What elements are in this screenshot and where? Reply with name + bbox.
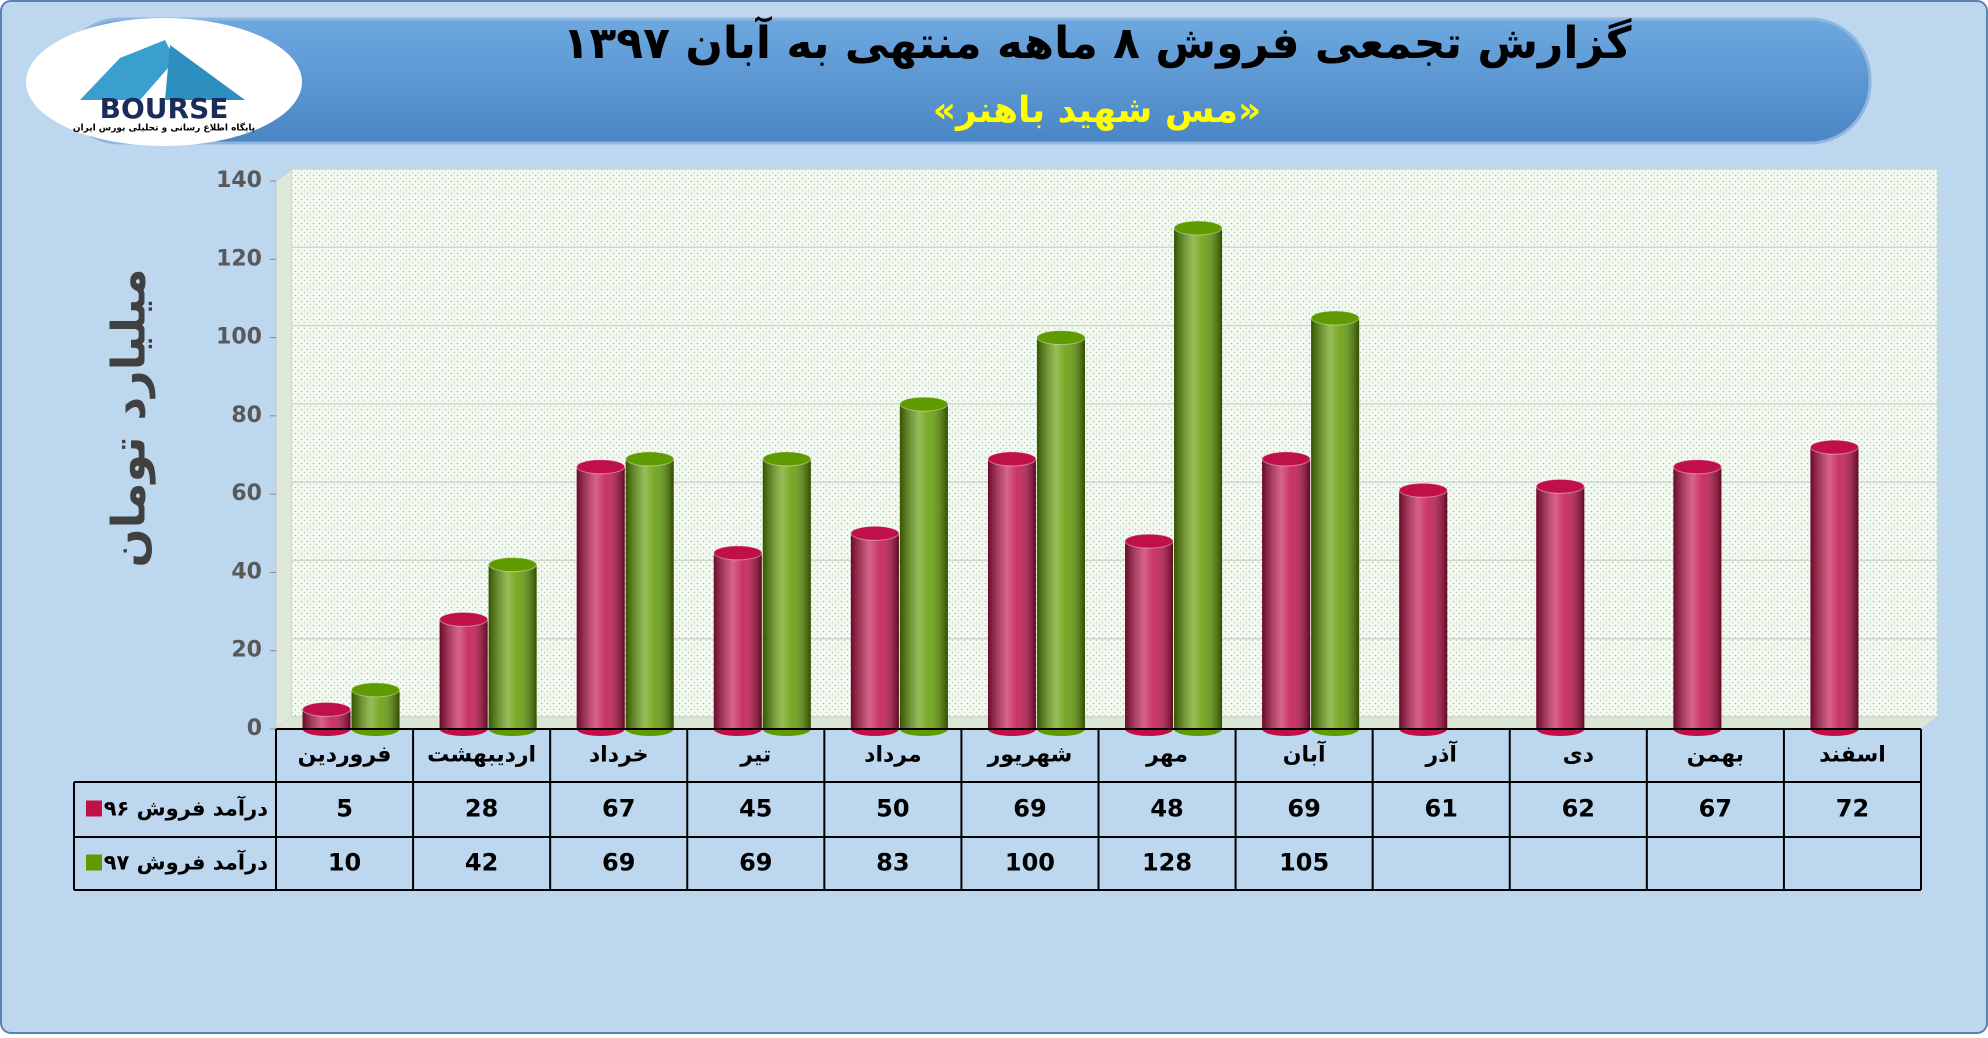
y-tick-label: 60	[231, 481, 262, 506]
bar-shade	[1311, 318, 1360, 729]
y-tick-label: 140	[216, 168, 262, 193]
bar-shade	[488, 564, 537, 729]
table-value: 69	[1013, 795, 1046, 823]
table-value: 67	[602, 795, 635, 823]
x-tick-label: بهمن	[1687, 743, 1744, 768]
bar-cap	[1173, 220, 1223, 236]
table-value: 69	[739, 849, 772, 877]
table-value: 105	[1279, 849, 1329, 877]
bar-cap	[488, 557, 538, 573]
y-tick-label: 80	[231, 403, 262, 428]
table-value: 83	[876, 849, 909, 877]
chart-subtitle: «مس شهید باهنر»	[933, 90, 1262, 131]
bar-shade	[1673, 466, 1722, 729]
bar-cap	[439, 611, 489, 627]
table-value: 100	[1005, 849, 1055, 877]
legend-swatch	[86, 854, 102, 871]
bar-cap	[899, 396, 949, 412]
table-value: 128	[1142, 849, 1192, 877]
bar-cap	[850, 525, 900, 541]
bar-shade	[1262, 458, 1311, 729]
x-tick-label: خرداد	[589, 743, 649, 768]
x-tick-label: اردیبهشت	[427, 743, 536, 768]
plot: 0 20 40 60 80 100 120 140 فروردین اردیبهشت خرداد تی…	[73, 168, 1937, 891]
plot-floor	[276, 716, 1937, 729]
chart-title: گزارش تجمعی فروش ۸ ماهه منتهی به آبان ۱۳…	[563, 15, 1632, 69]
bar-cap	[351, 682, 401, 698]
bar-cap	[713, 545, 763, 561]
x-tick-label: شهریور	[987, 743, 1073, 768]
bar-shade	[439, 619, 488, 729]
table-value: 62	[1562, 795, 1595, 823]
plot-wall	[292, 169, 1937, 716]
bar-cap	[1398, 482, 1448, 498]
bar-cap	[576, 459, 626, 475]
y-tick-label: 100	[216, 325, 262, 350]
bar-shade	[1036, 337, 1085, 729]
bar-cap	[625, 451, 675, 467]
bar-cap	[987, 451, 1037, 467]
table-value: 61	[1425, 795, 1458, 823]
bar-cap	[1672, 459, 1722, 475]
bar-cap	[1124, 533, 1174, 549]
table-value: 28	[465, 795, 498, 823]
x-tick-label: دی	[1563, 743, 1594, 768]
x-tick-label: اسفند	[1819, 743, 1886, 768]
bar-shade	[899, 404, 948, 729]
logo: BOURSE پایگاه اطلاع رسانی و تحلیلی بورس …	[26, 18, 302, 146]
x-tick-label: فروردین	[298, 743, 392, 768]
bar-cap	[1036, 330, 1086, 346]
table-value: 69	[602, 849, 635, 877]
bar-cap	[1809, 439, 1859, 455]
logo-shape	[165, 45, 245, 100]
y-tick-label: 20	[231, 638, 262, 663]
logo-shape	[80, 40, 175, 100]
table-value: 50	[876, 795, 909, 823]
logo-text: BOURSE	[100, 92, 229, 125]
x-tick-label: مهر	[1145, 743, 1188, 768]
table-value: 45	[739, 795, 772, 823]
bar-cap	[1535, 478, 1585, 494]
table-value: 10	[328, 849, 361, 877]
bar-shade	[713, 552, 762, 729]
bar-cap	[302, 701, 352, 717]
bar-shade	[1174, 227, 1223, 729]
x-tick-label: آبان	[1283, 740, 1326, 768]
y-tick-label: 40	[231, 559, 262, 584]
bar-cap	[762, 451, 812, 467]
bar-shade	[762, 458, 811, 729]
side-wall	[275, 168, 293, 731]
bar-shade	[1399, 490, 1448, 729]
bar-shade	[625, 458, 674, 729]
bar-shade	[1125, 541, 1174, 729]
bar-shade	[987, 458, 1036, 729]
y-tick-label: 120	[216, 246, 262, 271]
x-tick-label: آذر	[1424, 740, 1457, 768]
table-value: 69	[1287, 795, 1320, 823]
bar-cap	[1310, 310, 1360, 326]
table-value: 5	[336, 795, 353, 823]
bar-shade	[576, 466, 625, 729]
legend-label: درآمد فروش ۹۷	[104, 850, 269, 875]
logo-caption: پایگاه اطلاع رسانی و تحلیلی بورس ایران	[73, 122, 255, 134]
table-value: 67	[1699, 795, 1732, 823]
table-value: 42	[465, 849, 498, 877]
legend-swatch	[86, 800, 102, 817]
x-tick-label: مرداد	[864, 743, 921, 768]
bar-cap	[1261, 451, 1311, 467]
logo-background	[26, 18, 302, 146]
legend-label: درآمد فروش ۹۶	[104, 796, 269, 821]
bar-shade	[1536, 486, 1585, 729]
table-value: 48	[1150, 795, 1183, 823]
y-axis-label: میلیارد تومان	[102, 268, 156, 567]
bar-shade	[850, 533, 899, 729]
bar-shade	[1810, 447, 1859, 729]
x-tick-label: تیر	[739, 743, 771, 768]
table-value: 72	[1836, 795, 1869, 823]
y-tick-label: 0	[247, 716, 262, 741]
